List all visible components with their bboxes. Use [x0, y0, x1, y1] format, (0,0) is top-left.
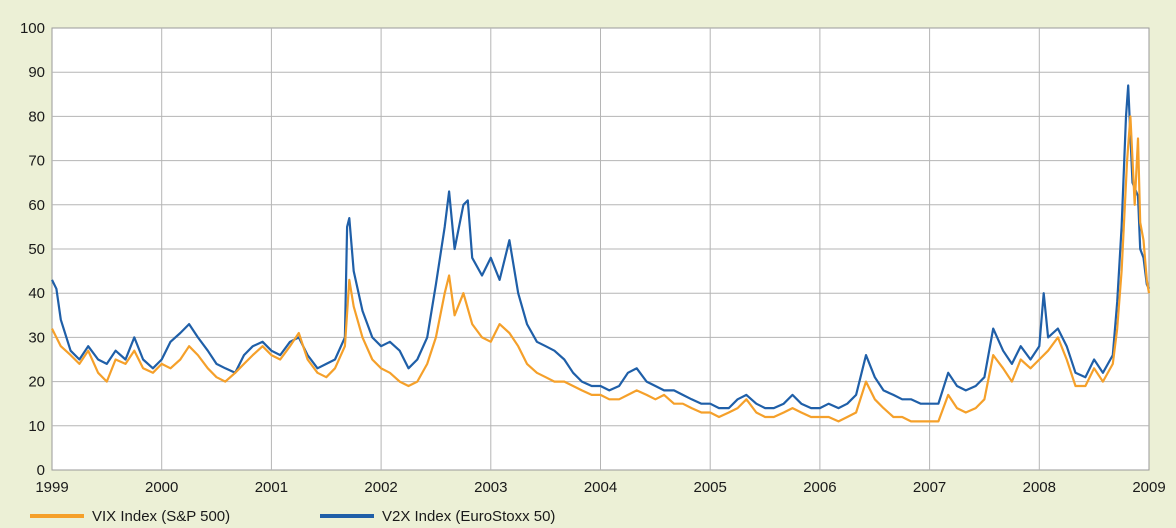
series-line-v2x: [51, 84, 1150, 410]
y-tick-label: 90: [28, 64, 45, 81]
x-tick-label: 2000: [145, 479, 178, 496]
gridlines: [52, 28, 1149, 470]
x-tick-label: 1999: [35, 479, 68, 496]
x-tick-label: 2005: [694, 479, 727, 496]
y-tick-label: 30: [28, 329, 45, 346]
x-tick-label: 2003: [474, 479, 507, 496]
y-tick-label: 50: [28, 241, 45, 258]
y-axis-ticks: 0 10 20 30 40 50 60 70 80 90 100: [20, 20, 45, 479]
x-tick-label: 2006: [803, 479, 836, 496]
legend-label-v2x: V2X Index (EuroStoxx 50): [382, 508, 555, 525]
y-tick-label: 10: [28, 418, 45, 435]
x-tick-label: 2007: [913, 479, 946, 496]
y-tick-label: 80: [28, 108, 45, 125]
series-line-vix: [51, 115, 1151, 423]
y-tick-label: 100: [20, 20, 45, 37]
x-tick-label: 2002: [364, 479, 397, 496]
series-lines: [51, 84, 1151, 423]
y-tick-label: 70: [28, 153, 45, 170]
y-tick-label: 0: [37, 462, 45, 479]
x-tick-label: 2008: [1023, 479, 1056, 496]
y-tick-label: 40: [28, 285, 45, 302]
x-tick-label: 2009: [1132, 479, 1165, 496]
x-tick-label: 2001: [255, 479, 288, 496]
y-tick-label: 20: [28, 374, 45, 391]
legend: VIX Index (S&P 500) V2X Index (EuroStoxx …: [30, 508, 555, 525]
y-tick-label: 60: [28, 197, 45, 214]
x-axis-ticks: 1999 2000 2001 2002 2003 2004 2005 2006 2007 2008…: [35, 479, 1165, 496]
legend-label-vix: VIX Index (S&P 500): [92, 508, 230, 525]
x-tick-label: 2004: [584, 479, 617, 496]
